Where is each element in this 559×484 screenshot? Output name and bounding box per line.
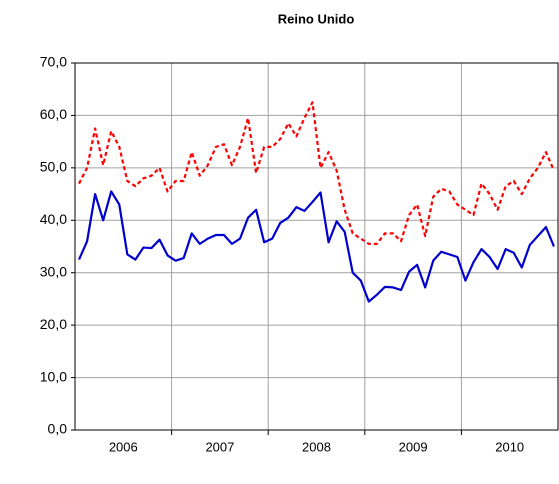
y-tick-label: 60,0: [40, 106, 67, 122]
x-tick-label: 2009: [399, 439, 428, 454]
y-tick-label: 20,0: [40, 316, 67, 332]
x-tick-label: 2007: [205, 439, 234, 454]
series-line: [78, 101, 555, 245]
chart-title: Reino Unido: [278, 11, 355, 26]
x-tick-label: 2008: [302, 439, 331, 454]
y-tick-label: 30,0: [40, 263, 67, 279]
y-tick-label: 50,0: [40, 159, 67, 175]
y-tick-label: 40,0: [40, 211, 67, 227]
x-tick-label: 2010: [495, 439, 524, 454]
y-tick-label: 10,0: [40, 368, 67, 384]
plot-border: [74, 62, 559, 431]
y-tick-label: 0,0: [48, 421, 68, 437]
x-tick-label: 2006: [109, 439, 138, 454]
series-line: [78, 190, 555, 303]
y-tick-label: 70,0: [40, 54, 67, 70]
